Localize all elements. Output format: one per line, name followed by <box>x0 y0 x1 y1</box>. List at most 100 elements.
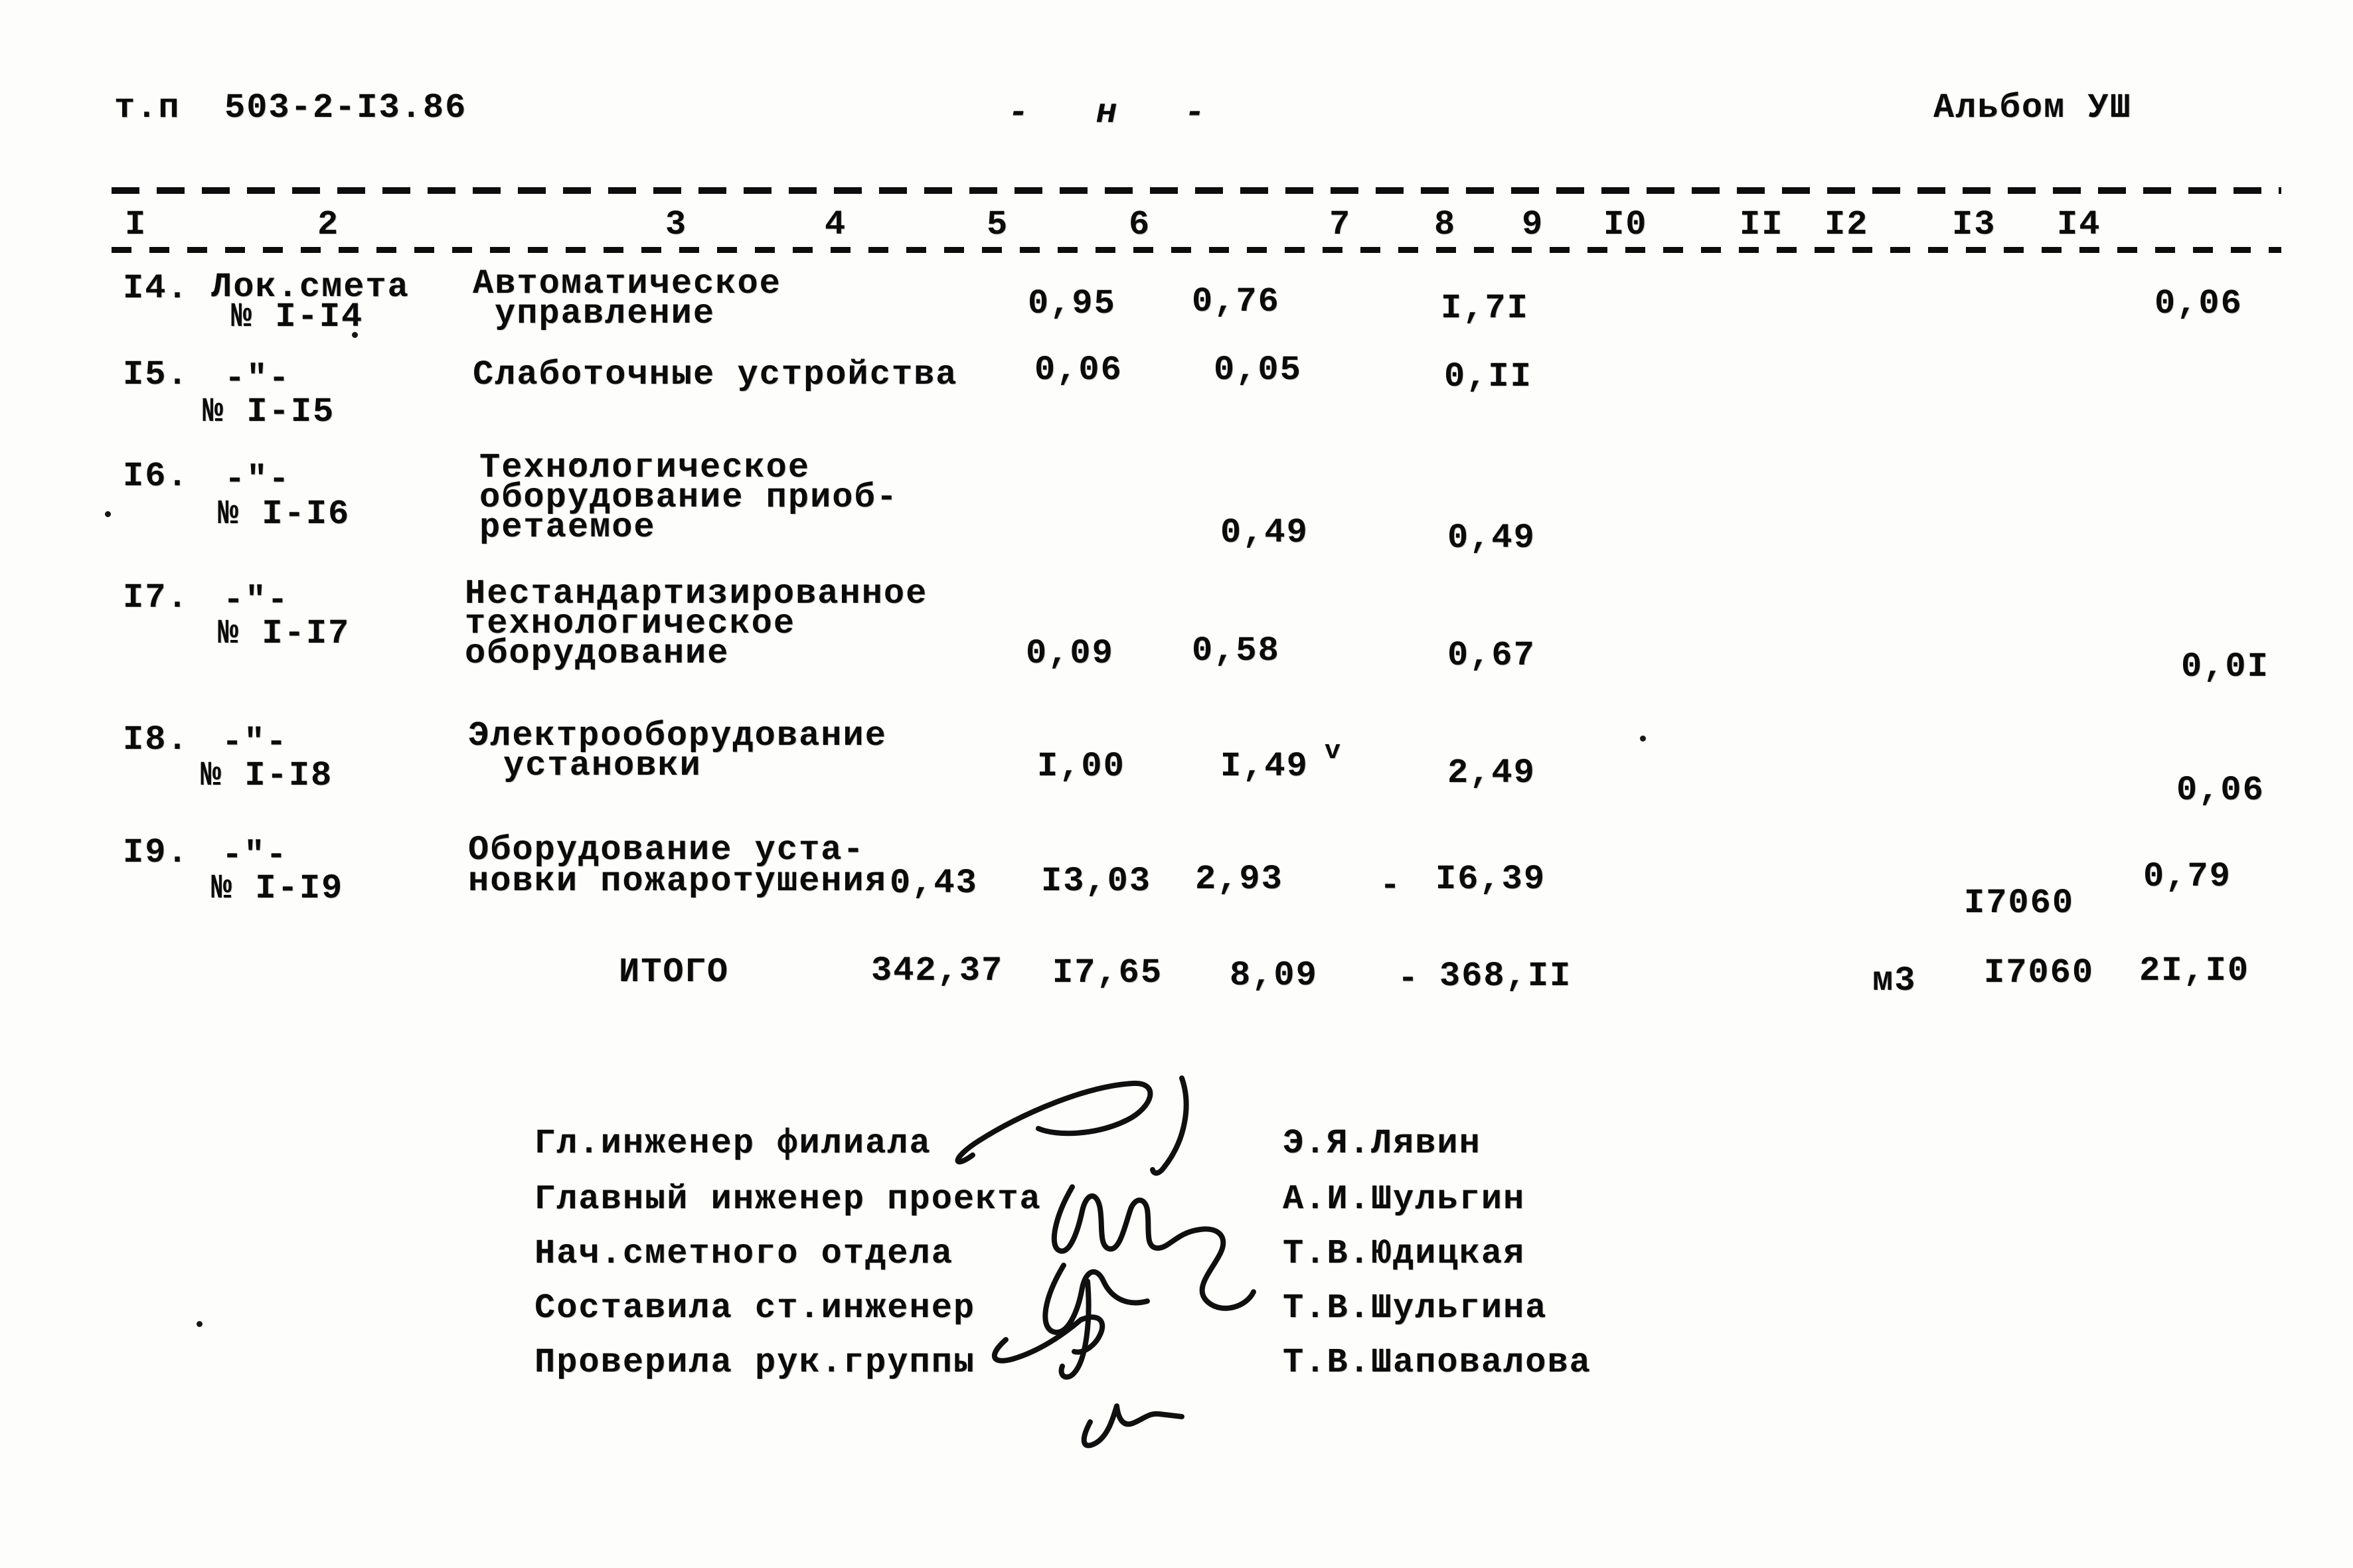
total-col13: I7060 <box>1984 953 2095 992</box>
doc-code: т.п 503-2-I3.86 <box>114 88 467 127</box>
row-14-ref-line2: № I-I4 <box>231 297 364 337</box>
total-col8: 368,II <box>1439 957 1572 996</box>
signature-1 <box>955 1075 1189 1176</box>
column-header-2: 2 <box>317 205 340 244</box>
scan-artifact-dot <box>572 458 578 464</box>
total-col6: 8,09 <box>1230 956 1318 995</box>
row-19-col6: 2,93 <box>1195 860 1283 899</box>
row-16-col6: 0,49 <box>1220 513 1309 552</box>
column-header-13: I3 <box>1952 205 1996 244</box>
total-col5: I7,65 <box>1052 953 1163 992</box>
signatures-graphic <box>955 1075 1256 1449</box>
row-14-ref-line1: Лок.смета <box>211 268 410 307</box>
row-14-col8: I,7I <box>1441 289 1529 328</box>
signature-5 <box>1081 1403 1184 1449</box>
row-18-col6: I,49 <box>1220 747 1309 786</box>
signature-role-1: Гл.инженер филиала <box>534 1124 932 1163</box>
row-16-ref-line1: -"- <box>224 460 291 499</box>
scan-artifact-dot <box>352 332 358 338</box>
dashed-rule-header <box>112 247 2281 253</box>
row-19-col14: 0,79 <box>2143 857 2231 896</box>
row-16-number: I6. <box>123 457 189 496</box>
row-19-col7: - <box>1380 866 1402 905</box>
row-19-desc-line2: новки пожаротушения <box>468 862 887 901</box>
column-header-8: 8 <box>1434 205 1457 244</box>
row-17-desc-line2: технологическое <box>465 604 796 643</box>
row-18-number: I8. <box>123 720 189 759</box>
row-19-number: I9. <box>123 833 189 872</box>
row-19-desc-line1: Оборудование уста- <box>468 830 865 870</box>
row-17-desc-line3: оборудование <box>465 634 730 673</box>
signature-name-2: А.И.Шульгин <box>1283 1180 1526 1219</box>
row-14-col5: 0,95 <box>1028 284 1116 323</box>
row-19-ref-line2: № I-I9 <box>211 869 344 908</box>
row-18-ref-line1: -"- <box>222 723 288 762</box>
row-17-desc-line1: Нестандартизированное <box>465 574 928 613</box>
row-17-col5: 0,09 <box>1026 634 1114 673</box>
total-label: ИТОГО <box>619 953 730 992</box>
row-17-ref-line2: № I-I7 <box>218 614 351 653</box>
scan-artifact-dot <box>1640 736 1646 742</box>
signature-role-5: Проверила рук.группы <box>534 1343 976 1382</box>
row-18-check-mark: v <box>1325 737 1342 767</box>
row-15-number: I5. <box>123 355 189 394</box>
scan-artifact-dot <box>197 1321 203 1327</box>
row-19-col8: I6,39 <box>1435 860 1546 899</box>
signature-role-2: Главный инженер проекта <box>534 1180 1042 1219</box>
row-15-ref-line2: № I-I5 <box>203 392 335 431</box>
signature-3 <box>1042 1263 1150 1335</box>
scan-artifact-dot <box>105 511 111 517</box>
row-16-desc-line2: оборудование приоб- <box>479 478 898 517</box>
row-18-col14: 0,06 <box>2176 771 2265 810</box>
row-14-col6: 0,76 <box>1192 282 1280 321</box>
signature-name-5: Т.В.Шаповалова <box>1283 1343 1591 1382</box>
row-15-ref-line1: -"- <box>224 359 291 398</box>
signature-name-4: Т.В.Шульгина <box>1283 1289 1548 1328</box>
row-14-col14: 0,06 <box>2154 284 2243 323</box>
dashed-rule-top <box>112 187 2281 194</box>
row-15-col6: 0,05 <box>1214 351 1302 390</box>
signature-2 <box>1051 1184 1256 1311</box>
column-header-11: II <box>1740 205 1784 244</box>
row-18-col5: I,00 <box>1037 747 1125 786</box>
row-17-col8: 0,67 <box>1447 636 1536 675</box>
row-16-col8: 0,49 <box>1447 518 1536 558</box>
row-18-desc-line1: Электрооборудование <box>468 716 887 755</box>
column-header-1: I <box>125 205 147 244</box>
column-header-6: 6 <box>1129 205 1151 244</box>
row-19-col4: 0,43 <box>890 864 978 903</box>
signature-role-3: Нач.сметного отдела <box>534 1234 953 1273</box>
column-header-14: I4 <box>2057 205 2101 244</box>
row-17-number: I7. <box>123 578 189 617</box>
signature-name-1: Э.Я.Лявин <box>1283 1124 1481 1163</box>
row-17-ref-line1: -"- <box>223 581 289 620</box>
row-18-desc-line2: установки <box>503 746 702 785</box>
row-17-col14: 0,0I <box>2181 647 2269 686</box>
page-number-marker: - н - <box>1008 94 1206 133</box>
total-col7: - <box>1398 959 1420 998</box>
column-header-5: 5 <box>987 205 1009 244</box>
column-header-10: I0 <box>1603 205 1648 244</box>
row-15-desc-line1: Слаботочные устройства <box>473 355 958 394</box>
row-18-ref-line2: № I-I8 <box>201 756 333 795</box>
row-14-desc-line1: Автоматическое <box>473 264 781 303</box>
signature-role-4: Составила ст.инженер <box>534 1289 976 1328</box>
signature-4 <box>992 1279 1105 1380</box>
column-header-3: 3 <box>665 205 688 244</box>
column-header-7: 7 <box>1329 205 1352 244</box>
total-col4: 342,37 <box>871 951 1004 990</box>
row-17-col6: 0,58 <box>1192 631 1280 670</box>
row-14-number: I4. <box>123 269 189 308</box>
row-14-desc-line2: управление <box>495 294 716 333</box>
total-unit: м3 <box>1872 961 1917 1000</box>
total-col14: 2I,I0 <box>2139 951 2250 990</box>
row-19-ref-line1: -"- <box>222 836 288 875</box>
row-19-col13: I7060 <box>1964 884 2075 923</box>
column-header-12: I2 <box>1825 205 1869 244</box>
row-16-desc-line1: Технологическое <box>479 448 811 487</box>
row-18-col8: 2,49 <box>1447 753 1536 793</box>
row-15-col5: 0,06 <box>1034 351 1123 390</box>
row-16-ref-line2: № I-I6 <box>218 495 351 534</box>
signature-name-3: Т.В.Юдицкая <box>1283 1234 1526 1273</box>
